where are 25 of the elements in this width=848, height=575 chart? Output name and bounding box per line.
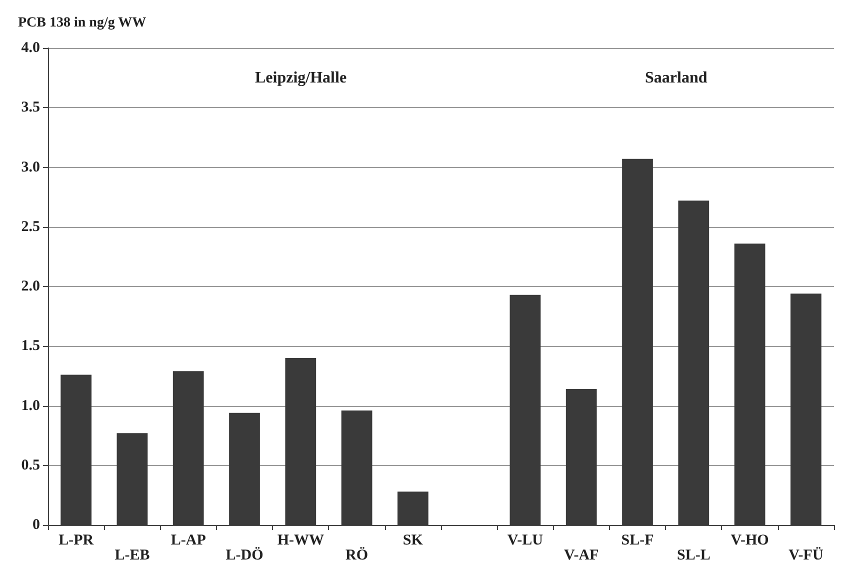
y-tick-label: 4.0 xyxy=(21,40,40,56)
y-tick-label: 2.5 xyxy=(21,218,40,235)
x-tick-label: RÖ xyxy=(346,546,368,564)
y-tick-label: 2.0 xyxy=(21,278,40,294)
x-tick-label: L-EB xyxy=(114,548,150,564)
x-tick-label: SL-L xyxy=(676,548,710,564)
y-tick-label: 0.5 xyxy=(21,457,40,474)
x-tick-label: V-HO xyxy=(730,532,769,548)
x-tick-label: SK xyxy=(402,532,424,548)
x-tick-label: SL-F xyxy=(621,532,654,548)
x-tick-label: H-WW xyxy=(277,532,324,548)
y-tick-label: 3.5 xyxy=(21,100,40,116)
annotation: Saarland xyxy=(644,70,708,86)
annotation: Leipzig/Halle xyxy=(255,70,347,86)
y-tick-label: 0 xyxy=(32,517,40,533)
x-tick-label: V-AF xyxy=(564,548,599,564)
x-tick-label: V-LU xyxy=(507,532,544,548)
x-tick-label: L-PR xyxy=(58,532,94,548)
x-tick-label: V-FÜ xyxy=(788,546,824,564)
y-axis-title: PCB 138 in ng/g WW xyxy=(18,16,146,30)
y-tick-label: 1.5 xyxy=(21,338,40,354)
y-tick-label: 3.0 xyxy=(21,159,40,176)
x-tick-label: L-AP xyxy=(170,532,206,548)
x-tick-label: L-DÖ xyxy=(226,546,264,564)
y-tick-label: 1.0 xyxy=(21,398,40,414)
